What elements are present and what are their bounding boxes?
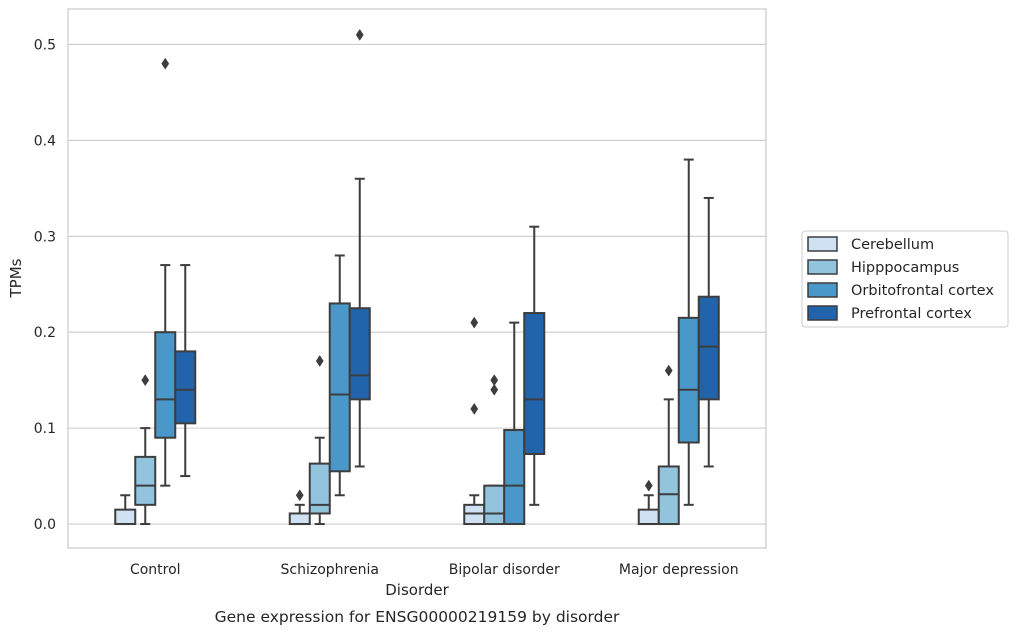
outlier-point	[470, 402, 479, 415]
x-tick-label: Bipolar disorder	[449, 562, 560, 578]
box-series	[114, 28, 720, 526]
y-tick-label: 0.5	[34, 37, 56, 53]
y-tick-label: 0.2	[34, 325, 56, 341]
box-body	[134, 455, 157, 506]
y-tick-label: 0.1	[34, 421, 56, 437]
box-body	[483, 484, 506, 526]
legend-swatch	[807, 282, 838, 298]
box	[348, 28, 371, 468]
box	[677, 158, 700, 506]
box-body	[288, 512, 311, 526]
legend: Cerebellum Hipppocampus Orbitofrontal cort…	[801, 230, 1009, 328]
x-tick-label: Schizophrenia	[281, 562, 379, 578]
box	[114, 494, 137, 526]
box-body	[503, 429, 526, 526]
legend-label: Cerebellum	[851, 237, 934, 253]
x-tick-labels: Control Schizophrenia Bipolar disorder Majo…	[130, 562, 739, 578]
y-axis-label: TPMs	[7, 258, 25, 298]
box	[657, 364, 680, 526]
box	[134, 374, 157, 526]
box	[523, 225, 546, 506]
box	[328, 254, 351, 497]
outlier-point	[644, 479, 653, 492]
legend-swatch	[807, 259, 838, 275]
box	[503, 321, 526, 526]
y-tick-label: 0.0	[34, 517, 56, 533]
box	[637, 479, 660, 526]
series-0	[114, 316, 660, 526]
outlier-point	[141, 374, 150, 387]
x-tick-label: Control	[130, 562, 181, 578]
y-tick-labels: 0.0 0.1 0.2 0.3 0.4 0.5	[34, 37, 56, 533]
legend-swatch	[807, 305, 838, 321]
box	[463, 316, 486, 526]
legend-frame	[801, 230, 1009, 328]
box-body	[114, 508, 137, 526]
box	[308, 355, 331, 526]
outlier-point	[355, 28, 364, 41]
legend-label: Orbitofrontal cortex	[851, 283, 994, 299]
legend-label: Hipppocampus	[851, 260, 959, 276]
outlier-point	[470, 316, 479, 329]
box-body	[697, 295, 720, 401]
x-axis-label: Disorder	[385, 581, 449, 599]
x-tick-label: Major depression	[619, 562, 739, 578]
box	[154, 57, 177, 487]
box-body	[348, 307, 371, 401]
series-1	[134, 355, 680, 526]
box-body	[637, 508, 660, 526]
box-body	[523, 312, 546, 456]
y-tick-label: 0.4	[34, 133, 56, 149]
outlier-point	[315, 355, 324, 367]
legend-swatch	[807, 236, 838, 252]
box	[174, 264, 197, 478]
outlier-point	[490, 374, 499, 387]
outlier-point	[295, 489, 304, 502]
box-body	[328, 302, 351, 473]
grid-lines	[68, 43, 766, 525]
box-body	[308, 462, 331, 515]
y-tick-label: 0.3	[34, 229, 56, 245]
series-2	[154, 57, 700, 526]
legend-label: Prefrontal cortex	[851, 306, 972, 322]
box	[483, 374, 506, 526]
outlier-point	[161, 57, 170, 70]
series-3	[174, 28, 720, 506]
box-body	[174, 350, 197, 425]
box-body	[677, 316, 700, 444]
box	[697, 196, 720, 468]
chart-caption: Gene expression for ENSG00000219159 by d…	[215, 608, 620, 626]
outlier-point	[664, 364, 673, 377]
plot-frame	[67, 8, 767, 549]
box	[288, 489, 311, 526]
outlier-point	[490, 383, 499, 396]
box-body	[154, 331, 177, 439]
